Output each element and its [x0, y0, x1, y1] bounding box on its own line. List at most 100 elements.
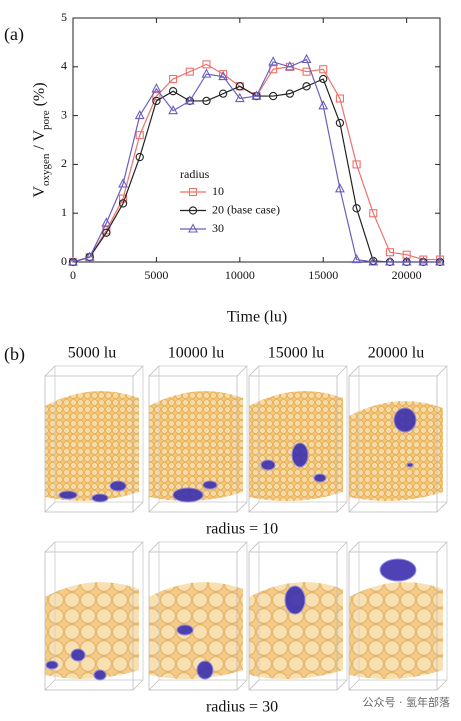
cube-edge [236, 501, 248, 513]
cube-edge [248, 541, 260, 553]
cube-edge [44, 365, 56, 377]
simulation-image [148, 541, 248, 691]
series-line [72, 78, 440, 263]
cube-edge [248, 375, 338, 513]
legend-title: radius [180, 167, 210, 181]
watermark: 公众号 · 氢年部落 [363, 695, 451, 709]
oxygen-bubble [58, 490, 78, 500]
cube-edge [148, 365, 160, 377]
marker [202, 60, 211, 69]
marker [219, 70, 228, 79]
cube-edge [148, 541, 160, 553]
marker [84, 251, 95, 261]
cube-edge [336, 365, 348, 377]
cube-edge [44, 501, 56, 513]
marker [201, 68, 212, 78]
cube-edge [348, 375, 438, 513]
porous-medium [149, 582, 243, 679]
cube-edge [132, 679, 144, 691]
cube-edge [158, 365, 248, 503]
cube-edge [236, 541, 248, 553]
simulation-image [348, 541, 448, 691]
oxygen-bubble [284, 585, 306, 615]
porous-medium [45, 582, 139, 679]
marker [135, 152, 144, 162]
marker [188, 223, 198, 233]
marker [319, 65, 328, 74]
simulation-image [248, 541, 348, 691]
marker [269, 91, 278, 101]
y-tick-label: 1 [61, 205, 67, 219]
cube-edge [336, 501, 348, 513]
porous-medium [149, 391, 243, 501]
y-tick-label: 3 [61, 107, 67, 121]
marker [351, 253, 362, 264]
oxygen-bubble [379, 558, 417, 582]
row-label: radius = 30 [206, 699, 278, 716]
x-tick-label: 20000 [392, 268, 422, 282]
cube-edge [236, 365, 248, 377]
marker [318, 100, 329, 110]
marker [135, 131, 144, 140]
marker [134, 109, 145, 120]
row-label: radius = 10 [206, 521, 278, 538]
marker [202, 96, 211, 106]
simulation-image [348, 365, 448, 513]
marker [335, 94, 344, 103]
simulation-image [148, 365, 248, 513]
cube-edge [348, 541, 360, 553]
porous-medium [249, 582, 343, 679]
marker [385, 256, 395, 266]
y-label-part: pore [40, 110, 52, 130]
marker [168, 87, 178, 96]
marker [284, 61, 295, 71]
marker [301, 53, 312, 64]
marker [419, 255, 428, 264]
cube-edge [258, 541, 348, 681]
panel-label: (a) [4, 24, 24, 45]
marker [102, 228, 111, 237]
cube-edge [348, 551, 438, 691]
oxygen-bubble [202, 480, 218, 490]
marker [302, 67, 311, 76]
marker [168, 105, 179, 115]
x-tick-label: 15000 [308, 268, 338, 282]
cube-edge [436, 541, 448, 553]
cube-edge [248, 679, 260, 691]
marker [235, 82, 244, 91]
cube-edge [44, 375, 134, 513]
cube-edge [158, 541, 248, 681]
marker [268, 56, 279, 66]
oxygen-bubble [93, 669, 107, 681]
y-label-part: V [31, 186, 48, 198]
y-label-part: oxygen [40, 153, 52, 186]
oxygen-bubble [393, 407, 417, 433]
y-tick-label: 4 [61, 59, 67, 73]
cube-edge [436, 365, 448, 377]
cube-edge [148, 551, 238, 691]
cube-edge [348, 679, 360, 691]
marker [218, 89, 228, 98]
porous-medium [45, 391, 139, 501]
oxygen-bubble [313, 473, 327, 483]
marker [319, 74, 328, 84]
x-tick-label: 0 [70, 268, 76, 282]
marker [251, 90, 262, 100]
cube-edge [248, 501, 260, 513]
oxygen-bubble [196, 660, 214, 680]
cube-edge [248, 551, 338, 691]
cube-edge [436, 679, 448, 691]
y-axis-label: Voxygen / Vpore (%) [31, 82, 52, 197]
cube-edge [248, 365, 260, 377]
x-axis-label: Time (lu) [227, 309, 287, 326]
oxygen-bubble [70, 648, 86, 662]
porous-medium [349, 401, 443, 501]
plot-frame [72, 17, 441, 263]
marker [101, 217, 112, 227]
oxygen-bubble [91, 493, 109, 503]
column-label: 15000 lu [268, 345, 324, 362]
marker [169, 74, 178, 84]
cube-edge [348, 365, 360, 377]
marker [68, 256, 78, 266]
simulation-image [248, 365, 348, 513]
